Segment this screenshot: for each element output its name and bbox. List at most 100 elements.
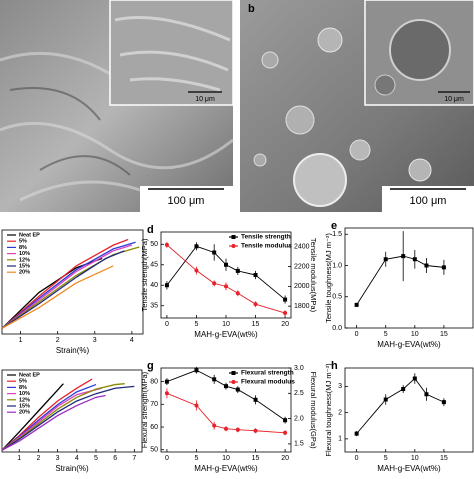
plot-frame xyxy=(344,367,474,453)
data-point xyxy=(224,262,228,267)
legend-marker xyxy=(231,380,236,384)
data-point xyxy=(283,311,288,316)
series-line xyxy=(1,265,114,329)
legend-label: 8% xyxy=(19,245,27,251)
x-tick-label: 10 xyxy=(222,455,230,462)
y2-tick-label: 2000 xyxy=(294,283,310,290)
x-tick-label: 4 xyxy=(130,337,134,344)
y2-axis-label: Tensile modulus(MPa) xyxy=(309,238,318,313)
data-point xyxy=(194,368,199,373)
plot-frame xyxy=(1,229,144,335)
y-axis-label: Flexural strength(MPa) xyxy=(140,371,149,448)
data-point xyxy=(401,387,406,391)
x-tick-label: 6 xyxy=(113,455,117,462)
y2-tick-label: 1.5 xyxy=(294,441,304,448)
legend-label: 10% xyxy=(19,391,30,397)
x-tick-label: 3 xyxy=(93,337,97,344)
data-point xyxy=(383,397,388,402)
x-tick-label: 15 xyxy=(440,331,448,338)
y-axis-label: Flexural toughness(MJ m⁻³) xyxy=(324,363,333,457)
y2-tick-label: 2400 xyxy=(294,244,310,251)
y-tick-label: 60 xyxy=(150,424,158,431)
data-point xyxy=(224,426,228,431)
panel-label: d xyxy=(147,224,154,236)
data-point xyxy=(283,430,288,435)
x-tick-label: 7 xyxy=(132,455,136,462)
x-tick-label: 5 xyxy=(94,455,98,462)
data-point xyxy=(354,431,359,436)
data-point xyxy=(412,376,417,381)
y-tick-label: 80 xyxy=(150,378,158,385)
data-point xyxy=(441,400,446,405)
y2-tick-label: 2200 xyxy=(294,263,310,270)
data-point xyxy=(383,257,388,262)
y2-axis-label: Flexural modulus(GPa) xyxy=(309,371,318,449)
legend-label: Flexural strength xyxy=(241,370,294,377)
y-tick-label: 3 xyxy=(338,383,342,390)
y-tick-label: 0.0 xyxy=(332,325,342,332)
x-tick-label: 0 xyxy=(355,455,359,462)
data-point xyxy=(253,302,258,307)
legend-label: 8% xyxy=(19,385,27,391)
x-tick-label: 15 xyxy=(252,455,260,462)
series-line xyxy=(1,385,135,451)
x-tick-label: 20 xyxy=(281,321,289,328)
x-axis-label: MAH-g-EVA(wt%) xyxy=(377,340,441,349)
data-point xyxy=(253,428,258,433)
legend-label: Tensile strength xyxy=(241,234,291,241)
data-point xyxy=(253,273,258,277)
x-tick-label: 0 xyxy=(165,321,169,328)
plot-frame xyxy=(344,227,474,329)
sem-image-a: 10 μm 100 μm xyxy=(0,0,235,212)
x-tick-label: 20 xyxy=(281,455,289,462)
data-point xyxy=(235,291,240,296)
data-point xyxy=(235,387,240,392)
data-point xyxy=(212,423,217,428)
x-tick-label: 10 xyxy=(411,331,419,338)
x-axis-label: MAH-g-EVA(wt%) xyxy=(194,464,258,473)
data-point xyxy=(224,384,228,389)
legend-label: 5% xyxy=(19,239,27,245)
y-tick-label: 1.5 xyxy=(332,231,342,238)
x-axis-label: MAH-g-EVA(wt%) xyxy=(194,330,258,339)
data-point xyxy=(235,427,240,432)
x-tick-label: 10 xyxy=(222,321,230,328)
legend-label: 20% xyxy=(19,270,30,276)
x-tick-label: 1 xyxy=(17,455,21,462)
x-tick-label: 4 xyxy=(75,455,79,462)
data-point xyxy=(283,297,288,302)
x-axis-label: Strain(%) xyxy=(56,346,90,355)
series-line xyxy=(1,241,136,329)
legend-marker xyxy=(231,235,236,239)
y-axis-label: Tensile toughness(MJ m⁻³) xyxy=(324,233,333,323)
y-tick-label: 1 xyxy=(338,436,342,443)
sem-image-b: b 10 μm 100 μm xyxy=(240,0,474,212)
legend-label: 10% xyxy=(19,251,30,257)
y-tick-label: 50 xyxy=(150,447,158,454)
data-point xyxy=(235,268,240,273)
scale-label: 10 μm xyxy=(444,96,464,103)
x-tick-label: 5 xyxy=(195,455,199,462)
x-tick-label: 0 xyxy=(355,331,359,338)
x-tick-label: 0 xyxy=(165,455,169,462)
scale-label: 100 μm xyxy=(410,195,447,207)
legend-marker xyxy=(231,244,236,248)
data-point xyxy=(412,257,417,262)
data-point xyxy=(164,283,169,288)
plot-frame xyxy=(1,369,143,453)
legend-label: 5% xyxy=(19,379,27,385)
y2-tick-label: 2.5 xyxy=(294,390,304,397)
y-tick-label: 70 xyxy=(150,401,158,408)
data-point xyxy=(354,302,359,307)
legend-label: 20% xyxy=(19,410,30,416)
data-point xyxy=(224,284,228,289)
legend-label: Neat EP xyxy=(19,372,40,378)
x-tick-label: 2 xyxy=(36,455,40,462)
data-point xyxy=(424,392,429,397)
series-line xyxy=(356,377,445,434)
x-tick-label: 2 xyxy=(56,337,60,344)
y-axis-label: Tensile strength(MPa) xyxy=(140,238,149,311)
series-line xyxy=(1,394,106,451)
